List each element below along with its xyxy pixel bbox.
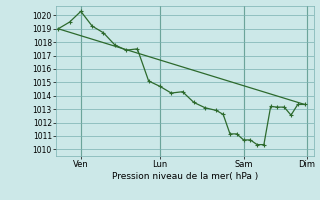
X-axis label: Pression niveau de la mer( hPa ): Pression niveau de la mer( hPa ) [112, 172, 258, 181]
